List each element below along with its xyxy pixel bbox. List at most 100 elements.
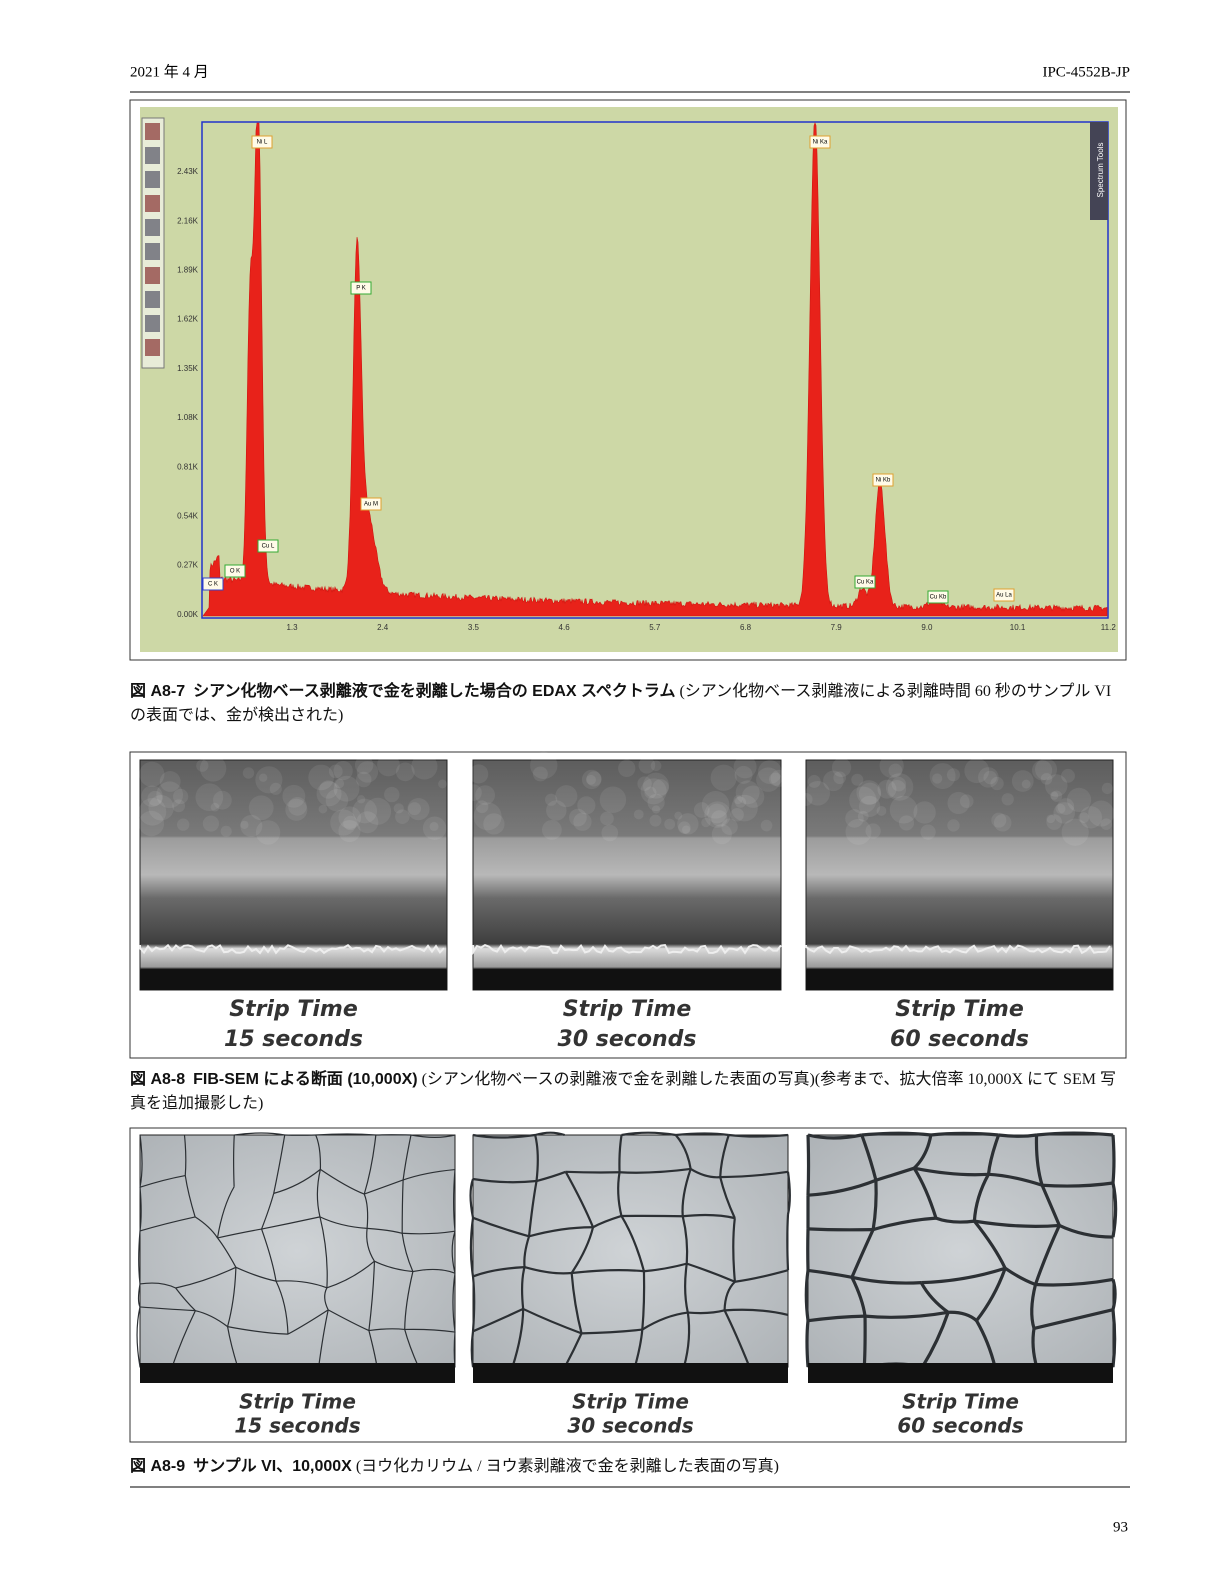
sem-grain bbox=[770, 769, 788, 787]
toolbar-icon bbox=[145, 267, 160, 284]
sem-grain bbox=[384, 786, 400, 803]
crack bbox=[975, 1319, 997, 1368]
crack-databar bbox=[140, 1363, 455, 1383]
sem-grain bbox=[851, 773, 864, 786]
crack bbox=[1030, 1284, 1038, 1329]
sem-grain bbox=[1031, 760, 1053, 781]
sem-grain bbox=[601, 824, 619, 842]
sem-grain bbox=[1046, 814, 1062, 830]
crack bbox=[719, 1176, 736, 1219]
sem-grain bbox=[1061, 768, 1075, 783]
crack bbox=[850, 1276, 867, 1317]
side-tab bbox=[1090, 122, 1108, 220]
sem-grain bbox=[195, 783, 224, 812]
peak-label: Ni L bbox=[257, 140, 268, 146]
sem-grain bbox=[681, 825, 691, 834]
panel-label: 30 seconds bbox=[567, 1414, 693, 1438]
plot-box bbox=[201, 121, 1109, 619]
crack bbox=[472, 1177, 537, 1184]
sem-grain bbox=[799, 792, 813, 806]
crack bbox=[974, 1219, 1060, 1228]
sem-grain bbox=[1049, 791, 1059, 800]
sem-grain bbox=[1001, 793, 1014, 806]
crack bbox=[807, 1133, 863, 1140]
sem-grain bbox=[555, 785, 578, 808]
crack bbox=[273, 1168, 321, 1194]
panel-label: 60 seconds bbox=[890, 1027, 1029, 1052]
crack bbox=[675, 1132, 729, 1137]
sem-grain bbox=[377, 753, 400, 777]
crack bbox=[913, 1166, 989, 1177]
crack bbox=[682, 1213, 736, 1220]
panel-label: Strip Time bbox=[563, 997, 692, 1022]
sem-grain bbox=[541, 820, 562, 840]
caption-number: 図 A8-8 bbox=[130, 1071, 186, 1088]
sem-grain bbox=[356, 771, 372, 788]
sem-grain bbox=[240, 820, 249, 830]
sem-grain bbox=[395, 809, 410, 824]
sem-grain bbox=[983, 770, 997, 785]
sem-grain bbox=[678, 821, 691, 834]
y-tick-label: 2.43K bbox=[177, 167, 199, 176]
caption-title: シアン化物ベース剥離液で金を剥離した場合の EDAX スペクトラム bbox=[193, 683, 676, 700]
sem-grain bbox=[823, 770, 844, 792]
sem-grain bbox=[1079, 806, 1103, 829]
sem-grain bbox=[422, 816, 447, 840]
sem-grain bbox=[269, 782, 282, 795]
crack bbox=[363, 1134, 377, 1195]
crack bbox=[1036, 1131, 1114, 1137]
x-tick-label: 10.1 bbox=[1010, 623, 1026, 632]
sem-grain bbox=[831, 757, 852, 778]
toolbar-icon bbox=[145, 243, 160, 260]
sem-grain bbox=[599, 786, 627, 813]
crack bbox=[912, 1167, 938, 1219]
crack bbox=[227, 1326, 288, 1335]
sem-grain bbox=[1057, 798, 1075, 815]
crack bbox=[619, 1167, 691, 1174]
peak-label: O K bbox=[230, 569, 240, 575]
crack bbox=[1042, 1181, 1114, 1188]
crack bbox=[1033, 1308, 1114, 1330]
sem-grain bbox=[581, 769, 602, 790]
crack bbox=[1111, 1134, 1116, 1184]
caption-number: 図 A8-9 bbox=[130, 1458, 186, 1475]
sem-grain bbox=[701, 791, 730, 819]
caption-title: FIB-SEM による断面 (10,000X) bbox=[193, 1071, 418, 1088]
sem-grain bbox=[546, 800, 567, 821]
sem-grain bbox=[173, 788, 189, 805]
sem-grain bbox=[887, 779, 907, 799]
peak-label-box bbox=[257, 539, 279, 553]
toolbar-icon bbox=[145, 171, 160, 188]
crack bbox=[412, 1268, 456, 1274]
y-tick-label: 1.35K bbox=[177, 364, 199, 373]
panel-label: 15 seconds bbox=[224, 1027, 363, 1052]
x-tick-label: 11.2 bbox=[1101, 623, 1117, 632]
crack bbox=[217, 1237, 237, 1268]
crack bbox=[720, 1170, 789, 1179]
sem-grain bbox=[633, 809, 644, 820]
sem-grain bbox=[333, 775, 360, 802]
crack bbox=[1111, 1309, 1117, 1368]
crack bbox=[806, 1134, 811, 1196]
panel-label: Strip Time bbox=[902, 1390, 1019, 1414]
crack bbox=[410, 1134, 456, 1138]
sem-grain bbox=[333, 761, 353, 781]
sem-grain bbox=[637, 776, 652, 791]
sem-grain bbox=[677, 813, 699, 835]
sem-grain bbox=[475, 800, 489, 814]
crack bbox=[139, 1187, 142, 1231]
peak-label: Ni Ka bbox=[813, 140, 828, 146]
sem-grain bbox=[701, 817, 711, 828]
sem-grain bbox=[242, 767, 255, 779]
sem-grain bbox=[857, 810, 869, 822]
crack bbox=[315, 1133, 376, 1136]
crack bbox=[402, 1168, 456, 1181]
sem-grain bbox=[877, 779, 897, 799]
crack bbox=[534, 1131, 565, 1137]
sem-databar bbox=[806, 970, 1113, 990]
y-tick-label: 0.81K bbox=[177, 462, 199, 471]
sem-grain bbox=[1078, 812, 1090, 824]
sem-grain bbox=[876, 805, 887, 816]
sem-grain bbox=[858, 795, 881, 817]
